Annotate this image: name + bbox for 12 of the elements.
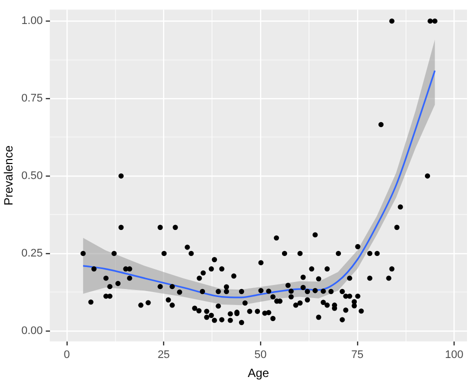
y-tick-label: 0.50	[21, 170, 43, 182]
y-tick-label: 0.75	[21, 92, 43, 105]
x-tick-label: 100	[445, 349, 464, 362]
y-tick-label: 0.25	[21, 247, 43, 260]
x-tick-label: 25	[158, 349, 170, 362]
text: 0.00	[21, 324, 43, 337]
x-tick-label: 75	[351, 349, 364, 362]
x-tick-label: 0	[64, 349, 70, 362]
x-tick-label: 50	[254, 349, 267, 362]
y-axis-title: Prevalence	[2, 145, 16, 206]
x-axis-title: Age	[248, 366, 270, 380]
y-tick-label: 1.00	[21, 15, 43, 28]
